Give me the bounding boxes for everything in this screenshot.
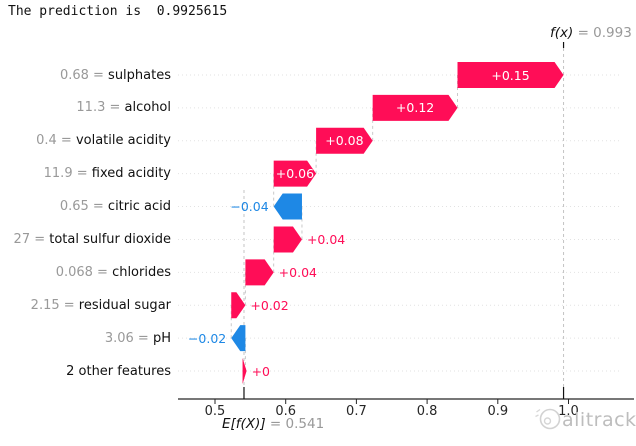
shap-bar bbox=[372, 94, 458, 121]
shap-bar bbox=[273, 226, 302, 253]
shap-bar bbox=[245, 259, 274, 286]
bar-value-label: +0.15 bbox=[491, 67, 530, 83]
feature-label: 3.06 = pH bbox=[105, 329, 171, 348]
feature-label: 0.4 = volatile acidity bbox=[36, 131, 171, 150]
shap-bar bbox=[273, 193, 302, 220]
feature-value: 0.68 = bbox=[59, 67, 109, 83]
feature-value: 3.06 = bbox=[104, 330, 153, 346]
watermark: alitrack bbox=[562, 409, 636, 431]
shap-bar bbox=[316, 127, 373, 154]
bar-value-label: +0.04 bbox=[306, 231, 346, 247]
feature-label: 0.65 = citric acid bbox=[60, 197, 171, 216]
x-tick-label: 0.8 bbox=[416, 404, 438, 419]
feature-name: total sulfur dioxide bbox=[49, 231, 171, 247]
bar-value-label: −0.02 bbox=[187, 330, 227, 346]
shap-bar bbox=[231, 325, 246, 352]
watermark-logo-icon bbox=[535, 408, 561, 430]
feature-name: pH bbox=[152, 330, 171, 346]
bar-value-label: −0.04 bbox=[230, 199, 269, 215]
shap-bar bbox=[231, 292, 246, 319]
base-value: = 0.541 bbox=[269, 416, 325, 432]
feature-value: 0.4 = bbox=[36, 133, 76, 149]
feature-name: residual sugar bbox=[78, 297, 171, 313]
base-symbol: E[f(X)] bbox=[222, 416, 266, 432]
feature-label: 2.15 = residual sugar bbox=[31, 296, 171, 315]
bar-value-label: +0.06 bbox=[275, 166, 315, 182]
feature-value: 11.3 = bbox=[76, 100, 125, 116]
feature-label: 2 other features bbox=[66, 362, 171, 381]
feature-value: 0.65 = bbox=[59, 199, 108, 215]
x-tick-label: 0.7 bbox=[346, 404, 367, 419]
feature-value: 27 = bbox=[13, 231, 50, 247]
x-tick-label: 0.9 bbox=[487, 404, 509, 419]
shap-bar bbox=[457, 62, 564, 88]
feature-label: 0.068 = chlorides bbox=[56, 263, 171, 282]
feature-label: 11.9 = fixed acidity bbox=[44, 164, 171, 183]
feature-name: citric acid bbox=[107, 199, 171, 215]
feature-name: fixed acidity bbox=[91, 166, 171, 182]
feature-value: 11.9 = bbox=[43, 166, 92, 182]
bar-value-label: +0 bbox=[251, 363, 270, 379]
bar-value-label: +0.12 bbox=[395, 100, 435, 116]
bar-value-label: +0.02 bbox=[250, 297, 289, 313]
fx-value: = 0.993 bbox=[577, 25, 632, 41]
feature-value: 0.068 = bbox=[55, 264, 113, 280]
bar-value-label: +0.08 bbox=[325, 133, 364, 149]
x-tick-label: 0.6 bbox=[275, 404, 297, 419]
feature-name: volatile acidity bbox=[75, 133, 171, 149]
feature-value: 2.15 = bbox=[30, 297, 79, 313]
feature-label: 11.3 = alcohol bbox=[76, 98, 171, 117]
feature-name: chlorides bbox=[112, 264, 171, 280]
bar-value-label: +0.04 bbox=[278, 264, 317, 280]
shap-bar bbox=[242, 358, 247, 385]
x-tick-label: 1.0 bbox=[558, 404, 579, 419]
fx-output-label: f(x) = 0.993 bbox=[550, 25, 632, 41]
fx-symbol: f(x) bbox=[550, 25, 574, 41]
x-tick-label: 0.5 bbox=[204, 404, 226, 419]
feature-label: 27 = total sulfur dioxide bbox=[14, 230, 171, 249]
feature-name: 2 other features bbox=[66, 363, 171, 379]
feature-name: alcohol bbox=[124, 100, 171, 116]
shap-bar bbox=[273, 160, 317, 187]
feature-name: sulphates bbox=[108, 67, 171, 83]
feature-label: 0.68 = sulphates bbox=[60, 66, 171, 85]
prediction-title: The prediction is 0.9925615 bbox=[8, 4, 228, 19]
expected-value-label: E[f(X)] = 0.541 bbox=[222, 416, 324, 432]
